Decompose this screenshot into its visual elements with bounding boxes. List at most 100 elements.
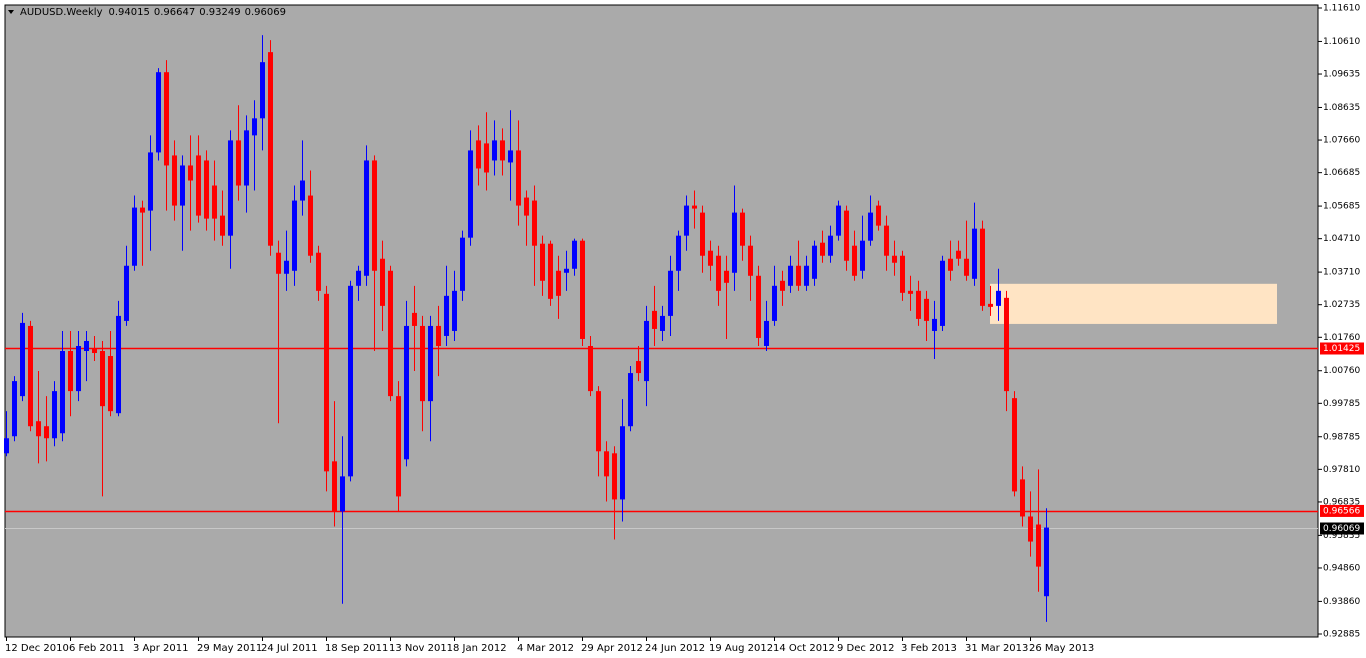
y-tick-label: 1.03710	[1323, 268, 1360, 278]
candle-body	[404, 325, 409, 460]
candle-body	[540, 243, 545, 281]
candle-body	[980, 228, 985, 306]
high-value: 0.96647	[154, 7, 195, 18]
candle-body	[900, 255, 905, 293]
candle-body	[716, 255, 721, 291]
candle-body	[60, 351, 65, 434]
candle-body	[956, 250, 961, 259]
candle-body	[348, 285, 353, 477]
open-value: 0.94015	[109, 7, 150, 18]
candle-body	[332, 461, 337, 512]
candle-body	[236, 140, 241, 186]
candle-body	[756, 275, 761, 338]
y-tick-label: 1.11610	[1323, 4, 1360, 14]
candle-body	[844, 210, 849, 261]
candle-body	[948, 258, 953, 271]
y-tick-label: 0.95835	[1323, 531, 1360, 541]
candle-body	[460, 237, 465, 291]
candle-body	[92, 348, 97, 354]
candle-body	[1012, 398, 1017, 492]
candle-body	[636, 361, 641, 374]
close-value: 0.96069	[245, 7, 286, 18]
candle-body	[420, 325, 425, 402]
candle-body	[932, 318, 937, 331]
candle-body	[1036, 524, 1041, 567]
candle-body	[572, 240, 577, 269]
candle-body	[212, 185, 217, 219]
y-tick-label: 1.10610	[1323, 37, 1360, 47]
candle-body	[468, 150, 473, 238]
x-tick-label: 6 Feb 2011	[69, 643, 125, 654]
candle-body	[244, 130, 249, 186]
candle-body	[452, 290, 457, 331]
y-tick-label: 1.01760	[1323, 333, 1360, 343]
candle-body	[612, 453, 617, 500]
x-tick-label: 8 Jan 2012	[453, 643, 507, 654]
x-tick-label: 13 Nov 2011	[389, 643, 453, 654]
candle-body	[172, 155, 177, 206]
candle-body	[156, 72, 161, 153]
candle-body	[820, 242, 825, 256]
candle-body	[628, 373, 633, 427]
hline-label: 1.01425	[1323, 344, 1360, 354]
candle-body	[44, 426, 49, 439]
y-tick-label: 1.00760	[1323, 366, 1360, 376]
candle-body	[436, 325, 441, 346]
candle-body	[372, 160, 377, 271]
candle-body	[108, 356, 113, 412]
candle-body	[492, 140, 497, 161]
candle-body	[532, 200, 537, 246]
y-tick-label: 1.02735	[1323, 300, 1360, 310]
hline-label: 0.96566	[1323, 506, 1360, 516]
candle-body	[596, 391, 601, 452]
x-tick-label: 4 Mar 2012	[517, 643, 574, 654]
candle-body	[836, 205, 841, 236]
menu-arrow[interactable]	[8, 10, 14, 14]
y-tick-label: 1.06685	[1323, 168, 1360, 178]
candle-body	[124, 265, 129, 321]
candle-body	[228, 140, 233, 236]
candle-body	[1004, 297, 1009, 392]
y-tick-label: 0.93860	[1323, 597, 1360, 607]
candle-body	[276, 252, 281, 274]
candle-body	[132, 207, 137, 266]
candle-body	[84, 340, 89, 352]
candle-body	[564, 268, 569, 273]
candle-body	[116, 315, 121, 414]
x-tick-label: 3 Feb 2013	[901, 643, 957, 654]
candle-body	[412, 312, 417, 326]
candle-body	[660, 315, 665, 331]
price-label-bg	[1320, 522, 1364, 535]
candle-body	[508, 150, 513, 163]
candle-body	[708, 250, 713, 266]
candle-body	[500, 140, 505, 161]
candle-body	[860, 240, 865, 271]
y-tick-label: 0.94860	[1323, 563, 1360, 573]
candle-body	[516, 150, 521, 206]
candle-body	[204, 160, 209, 219]
candle-body	[692, 205, 697, 209]
candle-body	[1028, 516, 1033, 542]
candle-body	[724, 270, 729, 283]
candle-body	[676, 235, 681, 271]
candle-body	[964, 258, 969, 276]
x-tick-label: 19 Aug 2012	[709, 643, 773, 654]
candle-body	[324, 293, 329, 472]
candle-body	[284, 260, 289, 274]
candle-body	[428, 325, 433, 402]
candle-body	[972, 228, 977, 279]
x-tick-label: 3 Apr 2011	[133, 643, 188, 654]
candle-body	[788, 265, 793, 286]
candle-body	[732, 212, 737, 273]
candle-body	[164, 72, 169, 166]
candle-body	[740, 212, 745, 246]
candle-body	[852, 245, 857, 276]
candle-body	[52, 391, 57, 439]
candle-body	[804, 265, 809, 286]
y-tick-label: 0.92885	[1323, 629, 1360, 639]
y-tick-label: 0.96835	[1323, 497, 1360, 507]
candle-body	[580, 240, 585, 339]
candle-body	[748, 245, 753, 276]
candle-body	[76, 345, 81, 392]
plot-layer	[4, 35, 1318, 622]
